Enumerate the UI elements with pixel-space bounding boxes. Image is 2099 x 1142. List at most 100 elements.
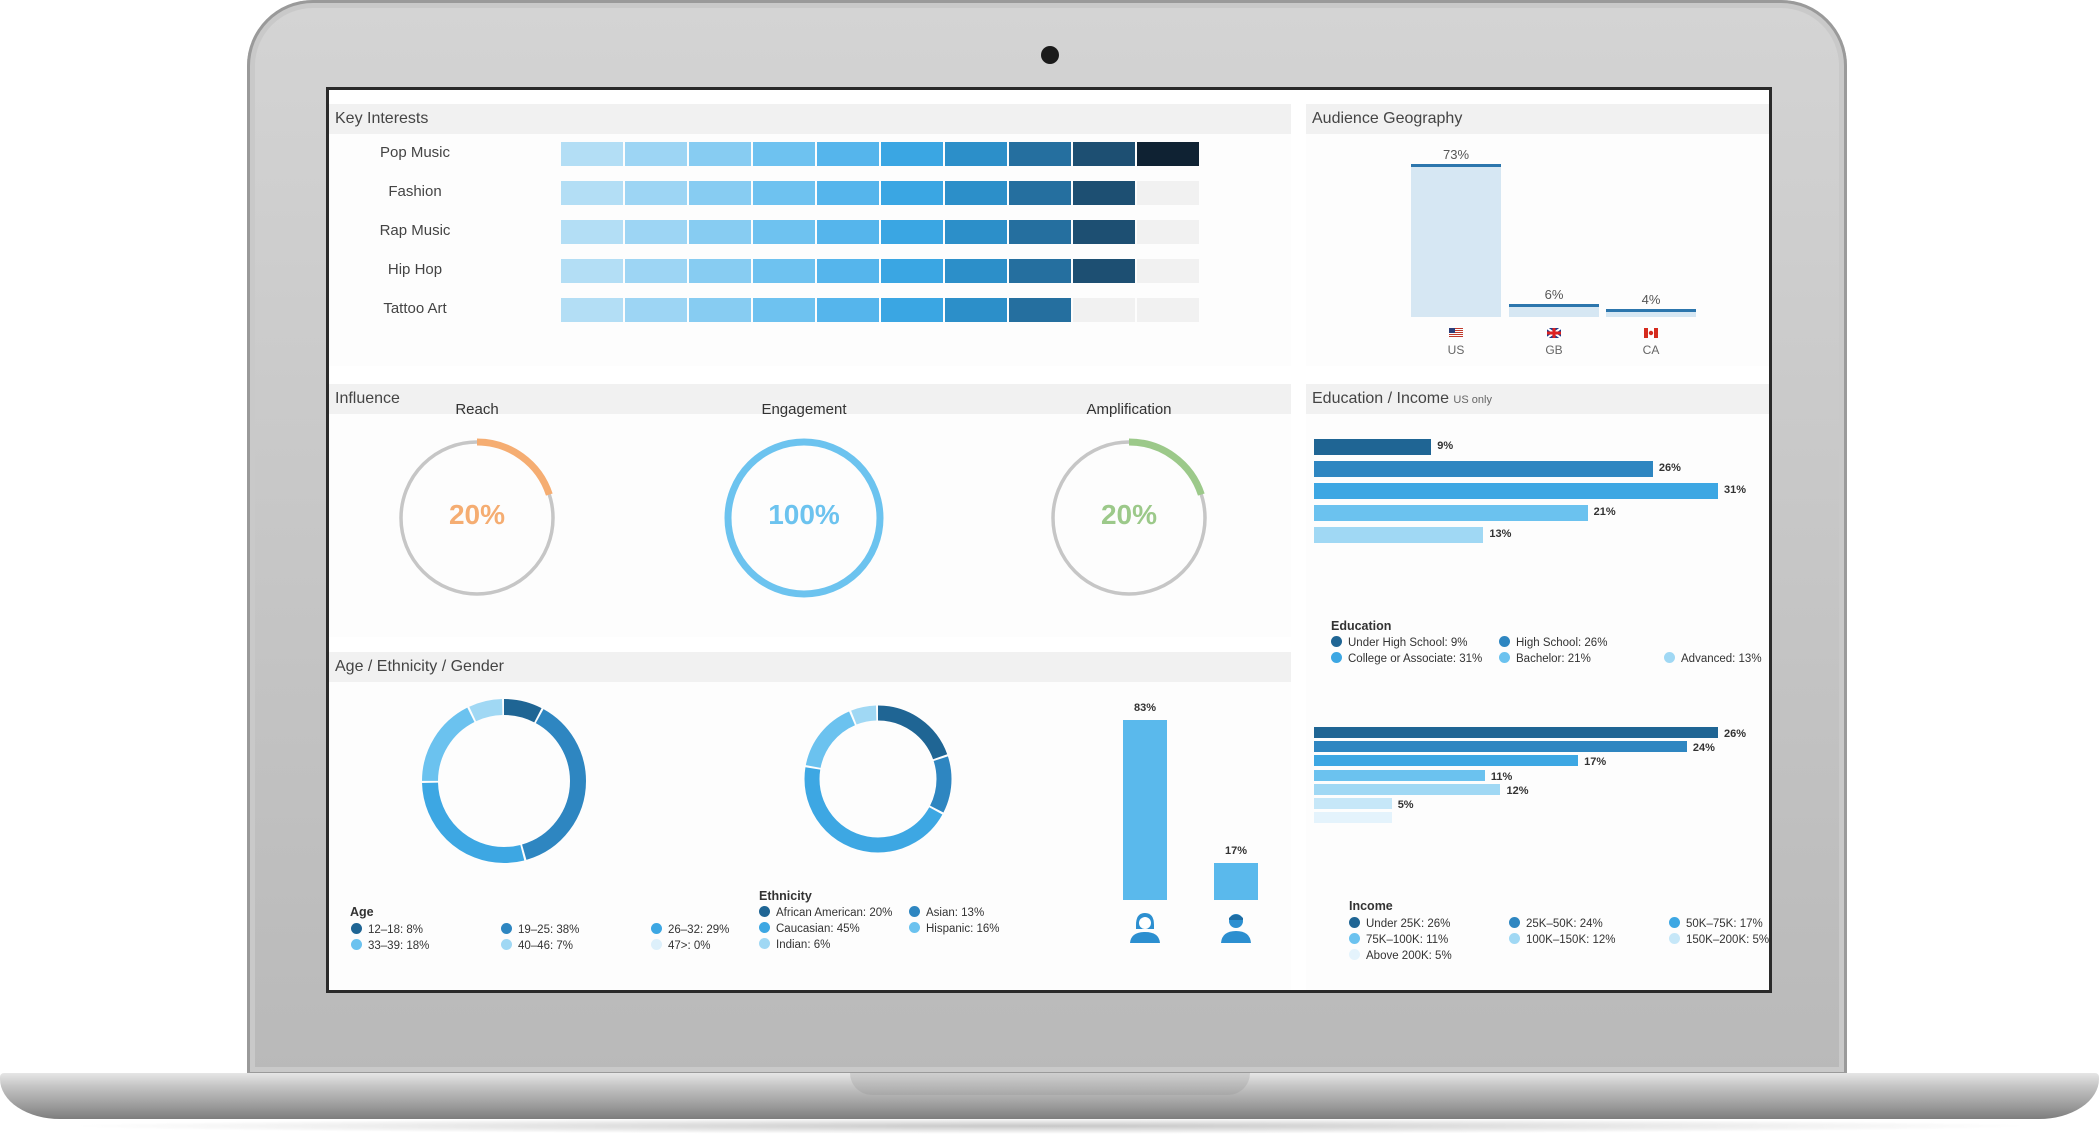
income-value-label: 12% (1506, 784, 1529, 797)
ethnicity-donut (804, 705, 952, 853)
gender-value-label: 17% (1224, 845, 1248, 858)
legend-dot (501, 923, 512, 934)
legend-item: 150K–200K: 5% (1669, 933, 1769, 946)
interest-cell (689, 220, 751, 244)
education-bar (1314, 461, 1653, 477)
laptop-notch (850, 1073, 1250, 1095)
demographics-panel: Age / Ethnicity / Gender Age 12–18: 8% 19… (329, 652, 1291, 990)
legend-item: 40–46: 7% (501, 939, 573, 952)
education-bar (1314, 505, 1588, 521)
ethnicity-legend-title: Ethnicity (759, 889, 812, 903)
income-bar (1314, 741, 1687, 753)
legend-dot (1349, 917, 1360, 928)
ca-flag-icon (1644, 328, 1658, 338)
legend-dot (1669, 933, 1680, 944)
legend-item: 26–32: 29% (651, 923, 729, 936)
interest-cell (881, 259, 943, 283)
legend-dot (909, 906, 920, 917)
interest-cell (753, 142, 815, 166)
gauge-label: Engagement (761, 401, 847, 418)
interest-label: Fashion (388, 183, 442, 200)
legend-item: 75K–100K: 11% (1349, 933, 1448, 946)
legend-text: 40–46: 7% (518, 940, 573, 952)
donut-segment (804, 705, 952, 853)
dashboard-screen: Key Interests Pop Music Fashion Rap Music H… (326, 87, 1772, 993)
interest-cell (561, 220, 623, 244)
demographics-title: Age / Ethnicity / Gender (329, 652, 1291, 682)
interest-cell (561, 181, 623, 205)
legend-text: Asian: 13% (926, 907, 985, 919)
interest-cell (945, 181, 1007, 205)
key-interests-title: Key Interests (329, 104, 1291, 134)
interest-cell (625, 298, 687, 322)
interest-cell (753, 181, 815, 205)
education-income-panel: Education / Income US only 9% 26% 31% 21% 13… (1306, 384, 1769, 990)
income-bar (1314, 798, 1392, 809)
legend-dot (759, 938, 770, 949)
legend-dot (759, 906, 770, 917)
donut-segment (422, 699, 586, 863)
legend-item: African American: 20% (759, 906, 892, 919)
legend-item: Hispanic: 16% (909, 922, 1000, 935)
interest-cell (561, 259, 623, 283)
interest-cell (817, 181, 879, 205)
gender-bar (1214, 863, 1258, 900)
geo-value-label: 4% (1641, 291, 1661, 307)
influence-title: Influence (329, 384, 1291, 414)
laptop-shadow (60, 1118, 2040, 1134)
income-bar (1314, 727, 1718, 738)
legend-item: Advanced: 13% (1664, 652, 1762, 665)
interest-cell (689, 298, 751, 322)
age-donut (422, 699, 586, 863)
interest-cell (625, 220, 687, 244)
legend-item: 100K–150K: 12% (1509, 933, 1616, 946)
interest-cell (1073, 142, 1135, 166)
legend-dot (1669, 917, 1680, 928)
camera-icon (1041, 46, 1059, 64)
age-legend-title: Age (350, 905, 374, 919)
legend-text: 19–25: 38% (518, 924, 580, 936)
legend-dot (1509, 917, 1520, 928)
income-bar (1314, 755, 1579, 767)
interest-cell (881, 298, 943, 322)
key-interests-panel: Key Interests Pop Music Fashion Rap Music H… (329, 104, 1291, 366)
us-flag-icon (1449, 328, 1463, 337)
income-legend-title: Income (1349, 899, 1393, 913)
donut-segment (804, 705, 952, 853)
geo-category-label: CA (1642, 343, 1660, 357)
interest-cell (1009, 220, 1071, 244)
education-value-label: 9% (1437, 440, 1454, 452)
geo-category-label: GB (1545, 343, 1563, 357)
legend-text: 47>: 0% (668, 940, 711, 952)
interest-cell (625, 142, 687, 166)
income-bar (1314, 783, 1501, 795)
legend-item: 19–25: 38% (501, 923, 579, 936)
interest-cell (945, 259, 1007, 283)
interest-cell (1009, 298, 1071, 322)
interest-cell (817, 298, 879, 322)
education-value-label: 26% (1658, 462, 1681, 474)
interest-cell (1137, 220, 1199, 244)
legend-text: Under 25K: 26% (1366, 918, 1451, 930)
legend-text: 50K–75K: 17% (1686, 918, 1763, 930)
legend-text: Caucasian: 45% (776, 923, 860, 935)
education-value-label: 13% (1489, 528, 1512, 540)
interest-cell (1009, 259, 1071, 283)
legend-item: Caucasian: 45% (759, 922, 860, 935)
legend-text: Bachelor: 21% (1516, 653, 1591, 665)
interest-cell (945, 142, 1007, 166)
legend-item: Indian: 6% (759, 938, 830, 951)
interest-cell (1073, 298, 1135, 322)
influence-panel: Influence Reach 20% Engagement 100% Amplific… (329, 384, 1291, 637)
donut-segment (422, 699, 586, 863)
interest-cell (945, 298, 1007, 322)
geo-bar (1411, 164, 1501, 317)
education-value-label: 21% (1593, 506, 1616, 518)
legend-dot (651, 923, 662, 934)
male-user-icon (1221, 914, 1251, 943)
income-bar (1314, 769, 1485, 781)
legend-dot (1349, 949, 1360, 960)
gauge-value: 100% (768, 499, 840, 530)
legend-text: 75K–100K: 11% (1366, 934, 1449, 946)
gauge-value: 20% (448, 499, 506, 530)
